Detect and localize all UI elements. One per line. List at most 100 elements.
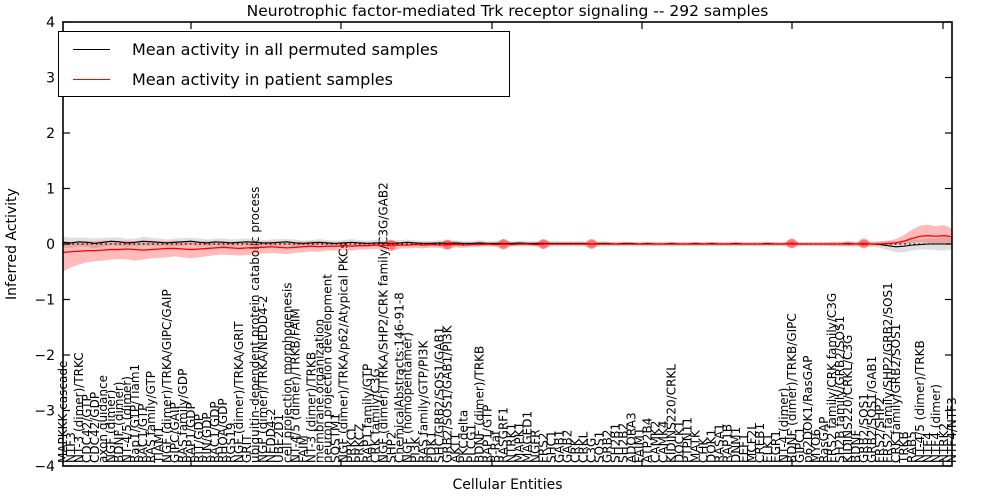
x-category-label: NGF (homopentamer) [400, 332, 414, 463]
patient-marker [538, 239, 549, 249]
x-category-label: DOK1 [705, 429, 719, 463]
x-category-label: TIAM1 [152, 426, 166, 464]
x-category-label: NEDD4-2 [264, 408, 278, 463]
x-category-label: GAB2 [561, 430, 575, 463]
x-category-label: ATP2B4 [641, 418, 655, 463]
x-category-label: CAMK4 [657, 421, 671, 463]
x-category-label: NT-3 (dimer)/TRKB [304, 352, 318, 463]
x-category-label: GRB2/SOS1/GAB1 [865, 356, 879, 463]
x-category-label: NTF4 [921, 432, 935, 463]
y-tick-label: 1 [46, 182, 55, 198]
y-tick-label: 0 [46, 237, 55, 253]
y-axis-label: Inferred Activity [4, 188, 20, 300]
x-category-label: PRKCZ [352, 424, 366, 463]
y-tick-label: 3 [46, 71, 55, 87]
x-category-label: BDNF (dimer)/TRKB/GIPC [785, 313, 799, 463]
x-category-label: RAP1/GTP [480, 405, 494, 463]
patient-marker [442, 239, 453, 250]
legend: Mean activity in all permuted samples Me… [58, 31, 510, 97]
x-category-label: p62DOK1/RasGAP [801, 355, 815, 463]
x-category-label: NTF3 [64, 432, 78, 463]
x-category-label: PRKCI [344, 428, 358, 463]
x-category-label: RASGRF1 [496, 407, 510, 463]
x-category-label: RAP1B [721, 424, 735, 463]
x-category-label: DOCK1 [673, 420, 687, 463]
patient-marker [386, 240, 397, 251]
patient-marker [858, 238, 869, 249]
x-category-label: NGF (dimer)/TRKA/GRIT [232, 321, 246, 463]
x-category-label: MCF2L [745, 423, 759, 463]
x-category-label: membrane organization [312, 319, 326, 463]
x-category-label: axon guidance [96, 375, 110, 463]
x-category-label: RAC1/GDP [208, 401, 222, 463]
x-category-label: CAMK2 [649, 421, 663, 463]
x-category-label: NT-4/5 (dimer)/TRKB/FAIM [288, 308, 302, 463]
patient-marker [498, 239, 509, 249]
x-category-label: UBE2D1 [272, 414, 286, 463]
x-category-label: EGR1 [769, 430, 783, 463]
x-category-label: TRKB [897, 431, 911, 464]
x-category-label: RASA1 [713, 423, 727, 463]
x-category-label: ChemicalAbstracts:146-91-8 [392, 292, 406, 463]
x-category-label: FRS2 [537, 433, 551, 464]
x-category-label: MAGED1 [521, 411, 535, 463]
x-category-label: CREB1 [753, 423, 767, 463]
x-category-label: NGFR [529, 429, 543, 463]
x-category-label: SH2B2 [617, 423, 631, 463]
x-category-label: RGS19 [224, 422, 238, 463]
x-category-label: NTRK1 [505, 423, 519, 463]
x-category-label: NT-4 (dimer) [777, 388, 791, 463]
x-category-label: Rap1/GTP/Tiam1 [128, 364, 142, 463]
x-category-label: RAP1 family/GTP [360, 364, 374, 463]
x-category-label: FAIM1 [633, 427, 647, 463]
x-category-label: SHC/GRB2/SOS1/GAB1 [432, 327, 446, 463]
x-category-label: B-Raf [488, 430, 502, 463]
x-category-label: SH2B family/GRB2/SOS1 [833, 316, 847, 463]
y-tick-label: −3 [34, 404, 55, 420]
x-category-label: FRS2 family/CRK family/C3G [825, 293, 839, 463]
x-category-label: KIDINS220/CRKL/C3G [841, 335, 855, 463]
patient-marker [786, 238, 797, 249]
patient-confidence-band [63, 224, 952, 272]
x-category-label: CRK [569, 437, 583, 463]
x-category-label: SOS1 [593, 431, 607, 463]
x-category-label: neuron projection development [320, 274, 334, 463]
x-category-label: RAS family/GTP [144, 371, 158, 463]
x-category-label: GRIT [240, 434, 254, 463]
x-category-label: NGF (dimer)/TRKA/NEDD4-2 [256, 295, 270, 463]
patient-marker [586, 239, 597, 249]
legend-label-permuted: Mean activity in all permuted samples [132, 39, 439, 59]
x-category-label: SHC1 [545, 430, 559, 463]
y-tick-label: 2 [46, 126, 55, 142]
x-category-label: NGF (dimer)/TRKA/SHP2/CRK family/C3G/GAB… [376, 182, 390, 463]
x-category-label: SH2B1 [609, 423, 623, 463]
x-category-label: MYO6 [809, 429, 823, 463]
x-category-label: cell projection morphogenesis [280, 282, 294, 463]
patient-mean-line [62, 235, 953, 253]
x-category-label: MAPK1 [513, 422, 527, 463]
y-tick-label: −1 [34, 293, 55, 309]
x-category-label: CDC42/GDP [88, 392, 102, 463]
x-category-label: RAS family/GDP [176, 369, 190, 463]
x-category-label: RHOA/GDP [216, 398, 230, 463]
y-tick-label: 4 [46, 15, 55, 31]
x-category-label: C3G [585, 438, 599, 463]
x-category-label: NT-4/5 (dimer) [120, 376, 134, 463]
x-category-label: RasGAP [817, 417, 831, 463]
legend-label-patient: Mean activity in patient samples [132, 69, 393, 89]
x-category-label: RAC1/GTP [136, 404, 150, 463]
x-category-label: PDK1 [424, 431, 438, 463]
x-category-label: KIDINS220/CRKL [665, 364, 679, 463]
x-category-label: SQSTM1 [328, 413, 342, 463]
y-tick-label: −4 [34, 459, 55, 475]
x-category-label: AKT1 [448, 433, 462, 463]
x-category-label: ubiquitin-dependent protein catabolic pr… [248, 187, 262, 463]
y-tick-label: −2 [34, 348, 55, 364]
legend-entry-patient: Mean activity in patient samples [59, 66, 509, 92]
x-category-label: BDNF [849, 430, 863, 463]
x-category-label: GAB1 [553, 430, 567, 463]
x-category-label: SHP2 [384, 431, 398, 463]
x-category-label: ADORA3 [625, 412, 639, 463]
